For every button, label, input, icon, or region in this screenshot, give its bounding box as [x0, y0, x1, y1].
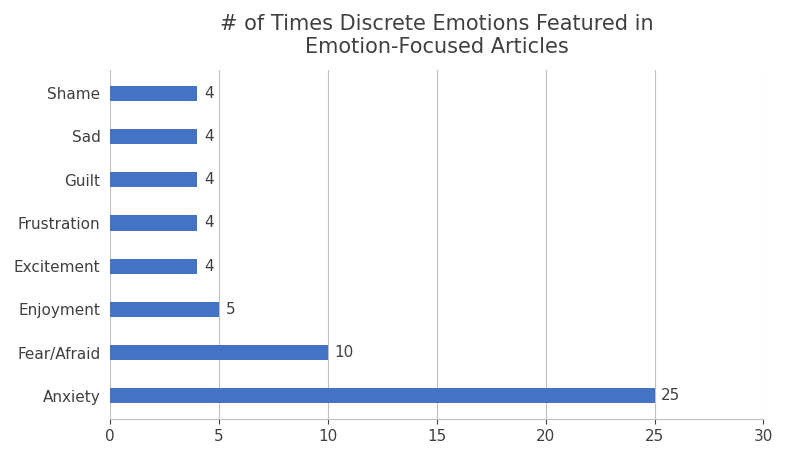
- Text: 25: 25: [661, 388, 680, 403]
- Bar: [110, 86, 198, 101]
- Bar: [110, 345, 328, 360]
- Bar: [110, 215, 198, 230]
- Text: 4: 4: [204, 129, 213, 144]
- Text: 10: 10: [334, 345, 353, 360]
- Text: 4: 4: [204, 172, 213, 187]
- Bar: [110, 129, 198, 144]
- Text: 4: 4: [204, 215, 213, 230]
- Text: 4: 4: [204, 259, 213, 274]
- Bar: [110, 302, 219, 317]
- Text: 4: 4: [204, 86, 213, 101]
- Text: 5: 5: [226, 302, 235, 317]
- Bar: [110, 259, 198, 274]
- Title: # of Times Discrete Emotions Featured in
Emotion-Focused Articles: # of Times Discrete Emotions Featured in…: [220, 14, 654, 57]
- Bar: [110, 172, 198, 187]
- Bar: [110, 388, 655, 403]
